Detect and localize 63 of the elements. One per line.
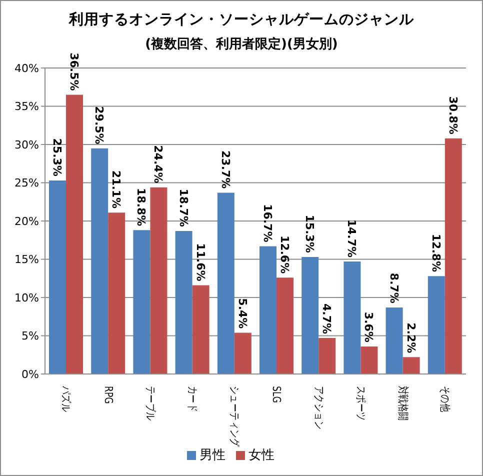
data-label: 3.6% <box>362 312 376 342</box>
chart-title: 利用するオンライン・ソーシャルゲームのジャンル <box>68 10 415 29</box>
bar <box>108 212 126 374</box>
x-tick-label: アクション <box>312 386 325 430</box>
chart-subtitle: (複数回答、利用者限定)(男女別) <box>144 36 339 53</box>
bar <box>402 357 420 374</box>
data-label: 29.5% <box>93 106 106 144</box>
bar <box>260 246 276 374</box>
x-tick-label: SLG <box>270 386 283 403</box>
data-label: 18.7% <box>177 188 190 227</box>
data-label: 21.1% <box>110 170 124 209</box>
y-tick-label: 40% <box>14 62 39 75</box>
y-tick-label: 20% <box>14 214 39 228</box>
y-tick-label: 0% <box>22 368 39 381</box>
x-tick-label: その他 <box>438 386 452 412</box>
bar <box>386 307 403 374</box>
x-tick-label: スポーツ <box>354 386 367 421</box>
data-label: 30.8% <box>446 96 460 134</box>
x-tick-label: テーブル <box>144 386 158 421</box>
data-label: 12.8% <box>430 234 443 272</box>
bar <box>49 180 66 374</box>
bar <box>302 256 319 374</box>
data-label: 11.6% <box>194 243 208 282</box>
bar <box>150 187 168 374</box>
x-tick-label: RPG <box>102 386 114 404</box>
data-label: 12.6% <box>278 235 292 274</box>
data-label: 24.4% <box>152 145 166 184</box>
data-label: 14.7% <box>346 219 359 258</box>
bar <box>276 278 294 374</box>
bar <box>175 230 192 374</box>
data-label: 16.7% <box>262 204 274 242</box>
bar <box>444 138 462 374</box>
x-tick-label: シューティング <box>228 386 241 448</box>
x-tick-label: 対戦格闘 <box>396 386 410 421</box>
y-tick-label: 15% <box>14 253 39 266</box>
data-label: 15.3% <box>304 214 317 253</box>
bar <box>66 94 83 374</box>
data-label: 4.7% <box>320 304 334 334</box>
data-label: 36.5% <box>68 52 81 91</box>
bar <box>360 346 378 374</box>
data-label: 25.3% <box>51 138 64 176</box>
data-label: 2.2% <box>404 322 418 354</box>
y-tick-label: 25% <box>14 176 39 190</box>
legend-label: 男性 <box>200 448 226 463</box>
x-tick-label: カード <box>186 386 198 412</box>
x-tick-label: パズル <box>60 385 74 412</box>
y-tick-label: 10% <box>14 291 39 304</box>
data-label: 8.7% <box>388 272 401 304</box>
bar <box>428 276 445 374</box>
bar <box>91 148 108 374</box>
y-tick-label: 35% <box>14 100 39 114</box>
y-tick-label: 5% <box>22 330 39 343</box>
bar <box>192 285 210 374</box>
data-label: 23.7% <box>219 150 232 189</box>
data-label: 5.4% <box>236 298 250 329</box>
bar <box>133 230 150 374</box>
legend-label: 女性 <box>248 448 274 463</box>
y-tick-label: 30% <box>14 138 39 152</box>
bar <box>234 332 252 374</box>
bar <box>318 338 336 374</box>
bar <box>344 262 361 374</box>
data-label: 18.8% <box>135 188 148 226</box>
bar <box>217 192 234 374</box>
